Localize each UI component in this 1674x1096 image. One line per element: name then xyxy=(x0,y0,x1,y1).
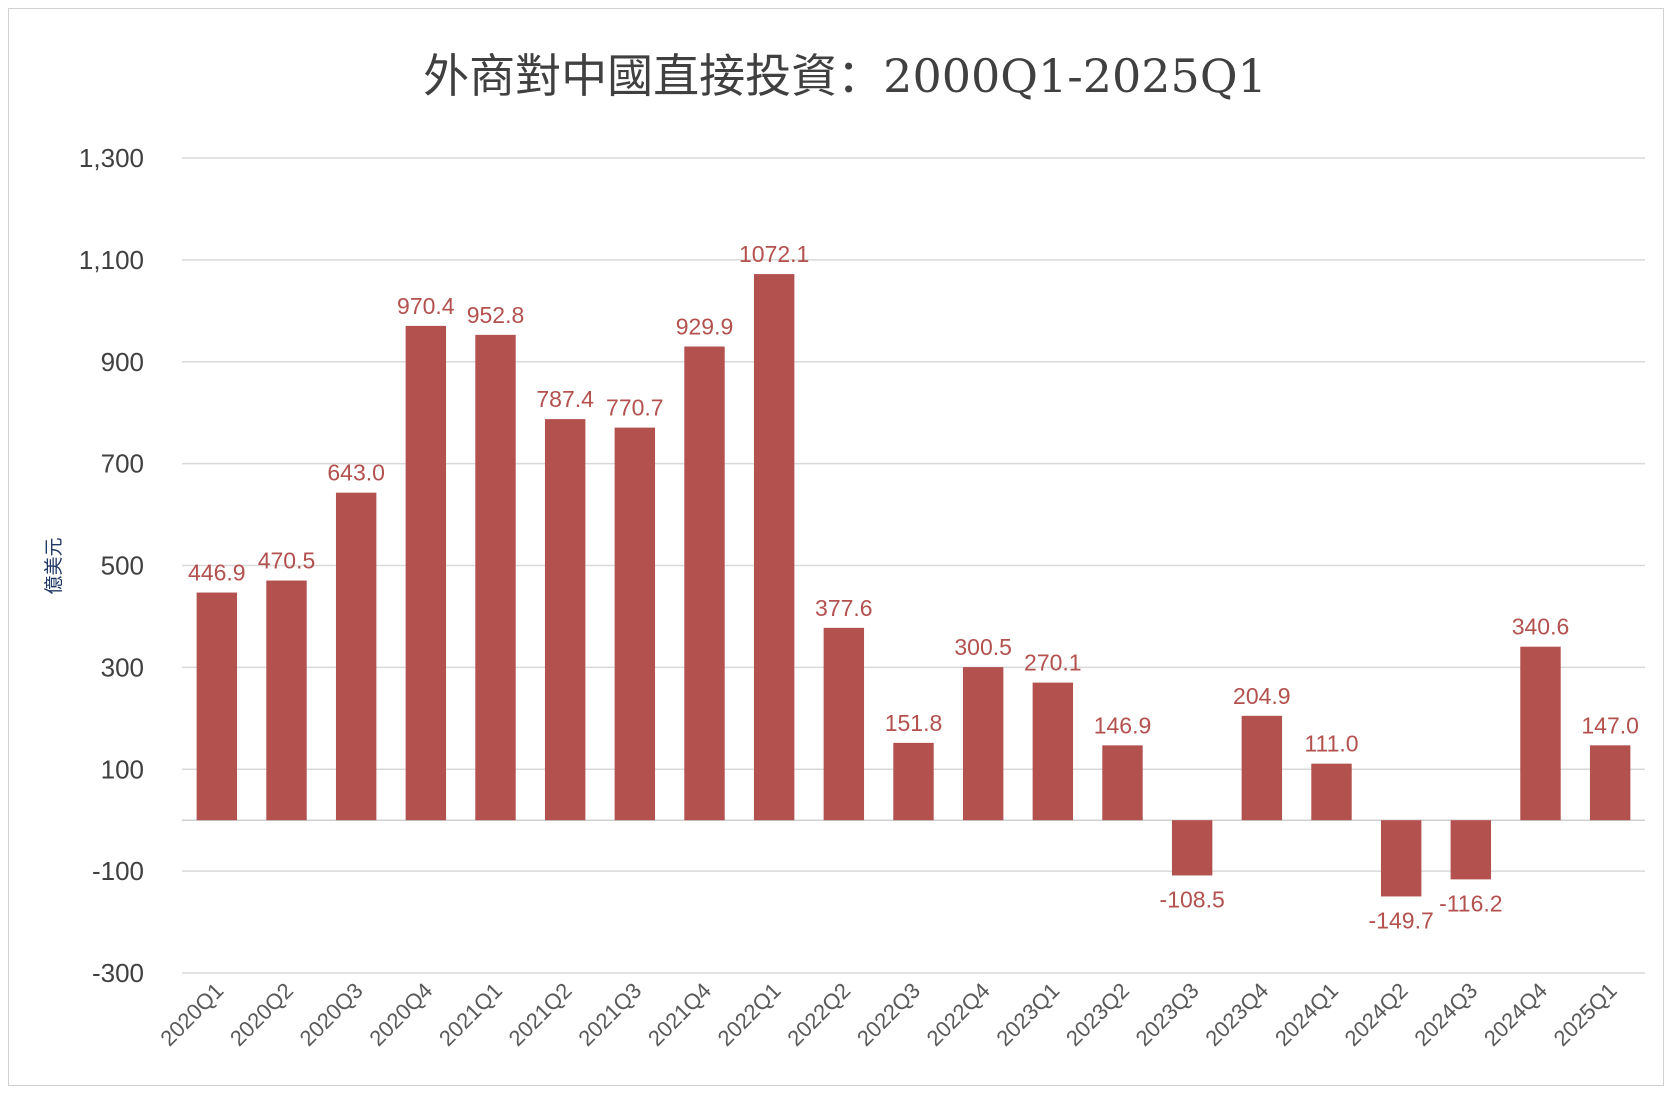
chart-title: 外商對中國直接投資：2000Q1-2025Q1 xyxy=(423,49,1267,103)
data-label: 270.1 xyxy=(1024,650,1082,676)
chart-frame xyxy=(8,8,1664,1086)
bar xyxy=(893,742,934,821)
bar xyxy=(962,667,1004,821)
x-tick-label: 2021Q2 xyxy=(504,978,577,1051)
x-tick-label: 2022Q3 xyxy=(852,978,925,1051)
x-tick-label: 2021Q3 xyxy=(573,978,646,1051)
x-tick-label: 2020Q3 xyxy=(295,978,368,1051)
data-label: 446.9 xyxy=(188,560,246,586)
x-tick-label: 2022Q1 xyxy=(713,978,786,1051)
data-label: 147.0 xyxy=(1581,712,1639,738)
data-labels: 446.9 470.5 643.0 970.4 952.8 787.4 770.7 929.9… xyxy=(188,241,1639,933)
data-label: 204.9 xyxy=(1233,683,1291,709)
data-label: 770.7 xyxy=(606,395,664,421)
bar xyxy=(1241,715,1283,821)
data-label: 146.9 xyxy=(1094,712,1152,738)
bar xyxy=(1380,820,1422,897)
y-tick-label: 500 xyxy=(101,551,144,581)
data-label: 952.8 xyxy=(467,302,525,328)
data-label: 470.5 xyxy=(258,548,316,574)
data-label: 787.4 xyxy=(536,386,594,412)
y-tick-label: 1,300 xyxy=(79,143,144,173)
x-tick-label: 2022Q4 xyxy=(922,978,995,1051)
data-label: 1072.1 xyxy=(739,241,809,267)
x-tick-label: 2020Q1 xyxy=(155,978,228,1051)
bar xyxy=(1032,682,1074,821)
bar xyxy=(335,492,377,821)
x-tick-label: 2022Q2 xyxy=(782,978,855,1051)
y-tick-label: 700 xyxy=(101,449,144,479)
data-label: -108.5 xyxy=(1160,886,1225,912)
bar xyxy=(405,325,447,821)
x-tick-label: 2024Q3 xyxy=(1409,978,1482,1051)
x-tick-label: 2020Q2 xyxy=(225,978,298,1051)
x-tick-labels: 2020Q12020Q22020Q32020Q42021Q12021Q22021… xyxy=(155,978,1621,1051)
gridlines xyxy=(182,157,1645,974)
x-tick-label: 2023Q3 xyxy=(1131,978,1204,1051)
x-tick-label: 2021Q1 xyxy=(434,978,507,1051)
y-tick-label: -300 xyxy=(92,958,144,988)
y-tick-labels: -300 -100 100 300 500 700 900 1,100 1,300 xyxy=(79,143,144,988)
data-label: 970.4 xyxy=(397,293,455,319)
bar xyxy=(544,419,586,821)
data-label: 340.6 xyxy=(1512,614,1570,640)
x-tick-label: 2024Q1 xyxy=(1270,978,1343,1051)
data-label: 300.5 xyxy=(954,634,1012,660)
bar xyxy=(1171,820,1213,876)
bar xyxy=(614,427,656,821)
bars xyxy=(196,274,1631,897)
bar xyxy=(684,346,725,821)
data-label: 151.8 xyxy=(885,710,943,736)
bar xyxy=(196,592,238,821)
x-tick-label: 2023Q2 xyxy=(1061,978,1134,1051)
data-label: 643.0 xyxy=(327,460,385,486)
x-tick-label: 2023Q4 xyxy=(1200,978,1273,1051)
data-label: 377.6 xyxy=(815,595,873,621)
x-tick-label: 2025Q1 xyxy=(1549,978,1622,1051)
y-tick-label: 300 xyxy=(101,652,144,682)
x-tick-label: 2021Q4 xyxy=(643,978,716,1051)
y-tick-label: -100 xyxy=(92,856,144,886)
x-tick-label: 2024Q4 xyxy=(1479,978,1552,1051)
x-tick-label: 2020Q4 xyxy=(364,978,437,1051)
data-label: -116.2 xyxy=(1439,890,1503,916)
bar xyxy=(1589,745,1631,821)
bar xyxy=(1311,763,1352,821)
bar xyxy=(1450,820,1492,880)
data-label: 929.9 xyxy=(676,314,734,340)
data-label: 111.0 xyxy=(1304,731,1358,757)
bar xyxy=(823,627,865,821)
bar xyxy=(475,334,516,821)
x-tick-label: 2024Q2 xyxy=(1340,978,1413,1051)
y-tick-label: 1,100 xyxy=(79,245,144,275)
bar xyxy=(753,274,795,821)
bar xyxy=(1102,745,1143,821)
y-axis-label: 億美元 xyxy=(43,537,65,594)
data-label: -149.7 xyxy=(1369,907,1434,933)
y-tick-label: 900 xyxy=(101,347,144,377)
y-tick-label: 100 xyxy=(101,754,144,784)
bar xyxy=(266,580,307,821)
bar xyxy=(1520,646,1561,821)
x-tick-label: 2023Q1 xyxy=(991,978,1064,1051)
